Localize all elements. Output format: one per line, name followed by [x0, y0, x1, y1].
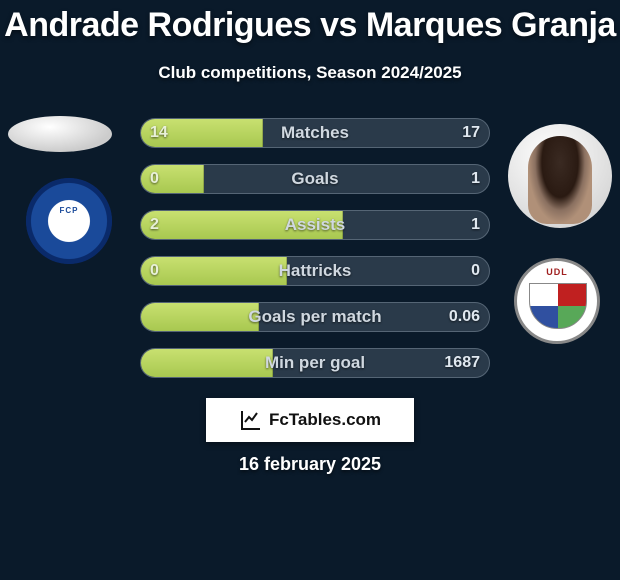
stat-bar-left-fill	[141, 303, 259, 331]
stat-row: Min per goal1687	[0, 348, 620, 378]
footer-date: 16 february 2025	[0, 454, 620, 475]
stat-row: Goals01	[0, 164, 620, 194]
stat-bar-track	[140, 302, 490, 332]
stat-bar-left-fill	[141, 257, 287, 285]
stat-value-right: 1	[471, 210, 480, 240]
page-subtitle: Club competitions, Season 2024/2025	[0, 63, 620, 83]
stat-value-left: 14	[150, 118, 168, 148]
stat-value-right: 17	[462, 118, 480, 148]
stat-row: Assists21	[0, 210, 620, 240]
stat-value-left: 0	[150, 164, 159, 194]
stat-bar-track	[140, 348, 490, 378]
stat-bar-track	[140, 164, 490, 194]
stat-row: Matches1417	[0, 118, 620, 148]
stats-container: Matches1417Goals01Assists21Hattricks00Go…	[0, 118, 620, 394]
brand-logo: FcTables.com	[206, 398, 414, 442]
brand-text: FcTables.com	[269, 410, 381, 430]
stat-bar-track	[140, 118, 490, 148]
stat-value-right: 1	[471, 164, 480, 194]
stat-value-left: 2	[150, 210, 159, 240]
stat-value-right: 0	[471, 256, 480, 286]
stat-value-left: 0	[150, 256, 159, 286]
stat-bar-left-fill	[141, 349, 273, 377]
stat-row: Goals per match0.06	[0, 302, 620, 332]
stat-value-right: 1687	[444, 348, 480, 378]
stat-bar-track	[140, 210, 490, 240]
chart-icon	[239, 408, 263, 432]
page-title: Andrade Rodrigues vs Marques Granja	[0, 0, 620, 45]
stat-bar-left-fill	[141, 211, 343, 239]
stat-value-right: 0.06	[449, 302, 480, 332]
stat-row: Hattricks00	[0, 256, 620, 286]
stat-bar-track	[140, 256, 490, 286]
